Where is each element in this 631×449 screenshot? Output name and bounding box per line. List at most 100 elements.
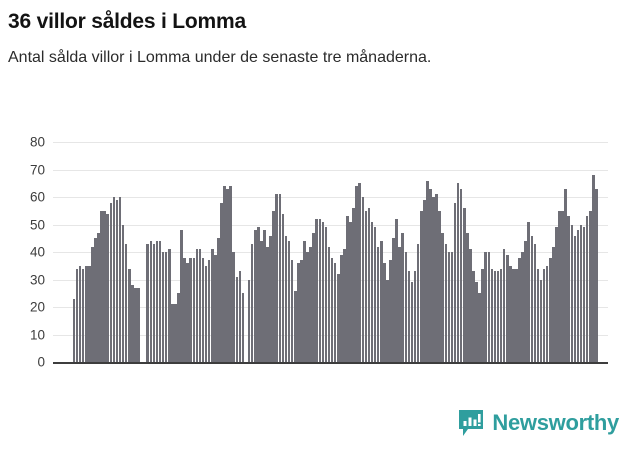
bar [487,252,491,362]
bar [573,235,577,362]
bar [75,268,79,362]
bar [481,268,484,362]
bar [174,304,177,362]
bar [106,213,110,362]
y-axis-tick-label: 60 [29,189,45,205]
bar [496,271,500,362]
bar [576,230,580,362]
bar [207,260,211,362]
bar [475,282,478,362]
bar [275,194,279,362]
bar [158,241,162,362]
bar [78,265,82,362]
bar [343,249,346,362]
bar [555,227,558,362]
bar [552,246,555,362]
bar [318,219,322,362]
bar [124,243,128,362]
brand-footer: Newsworthy [458,409,619,437]
gridline [53,142,608,143]
bar [349,221,352,362]
bar [367,208,371,362]
bar [398,246,401,362]
bar [155,241,159,362]
bar [226,188,229,362]
bar [499,268,503,362]
page-title: 36 villor såldes i Lomma [8,10,246,33]
bar [263,230,266,362]
bar [518,257,521,362]
bar [186,263,189,362]
bar [376,246,380,362]
bar [564,188,567,362]
bar [146,243,149,362]
gridline [53,169,608,171]
bar [542,268,546,362]
bar [214,254,217,362]
bar-chart: 0 10 20 30 40 50 60 70 80 [0,128,631,393]
bar [164,252,168,362]
gridline [53,279,608,281]
bar [386,279,389,362]
bar [171,304,174,362]
bar [115,199,119,362]
bar [585,216,589,362]
bar [383,263,386,362]
bar [238,271,242,362]
bar [253,230,257,362]
bar [192,257,196,362]
bar [407,271,411,362]
bar [330,257,334,362]
plot-area: 0 10 20 30 40 50 60 70 80 [30,135,608,370]
bar [419,210,423,362]
bar [456,183,460,362]
bar [533,243,537,362]
bar-series [53,142,608,362]
bar [121,224,125,362]
bar [527,221,531,362]
bar [472,271,475,362]
bar [306,252,309,362]
bar [346,216,349,362]
bar [137,287,140,362]
gridline [53,224,608,226]
bar [217,238,220,362]
bar [293,290,297,362]
bar [567,216,571,362]
bar [493,271,497,362]
bar [392,238,395,362]
bar [395,219,398,362]
bar [588,210,592,362]
bar [447,252,451,362]
bar [309,246,312,362]
gridline [53,252,608,253]
bar [444,243,448,362]
bar [462,208,466,362]
bar [266,246,269,362]
page-subtitle: Antal sålda villor i Lomma under de sena… [8,49,432,67]
bar [333,263,337,362]
bar [389,260,392,362]
bar [257,227,260,362]
bar [204,265,208,362]
bar [324,227,328,362]
bar [109,202,113,362]
bar [509,265,512,362]
bar [530,235,534,362]
bar [484,252,488,362]
bar [355,186,358,362]
bar [272,210,275,362]
bar [459,188,463,362]
bar [118,197,122,362]
bar [512,268,515,362]
bar [269,235,272,362]
bar [426,180,429,362]
bar [545,265,549,362]
gridline [53,334,608,336]
bar [549,257,552,362]
bar [152,243,156,362]
bar [303,241,306,362]
bar [81,268,85,362]
bar [134,287,137,362]
bar [198,249,202,362]
